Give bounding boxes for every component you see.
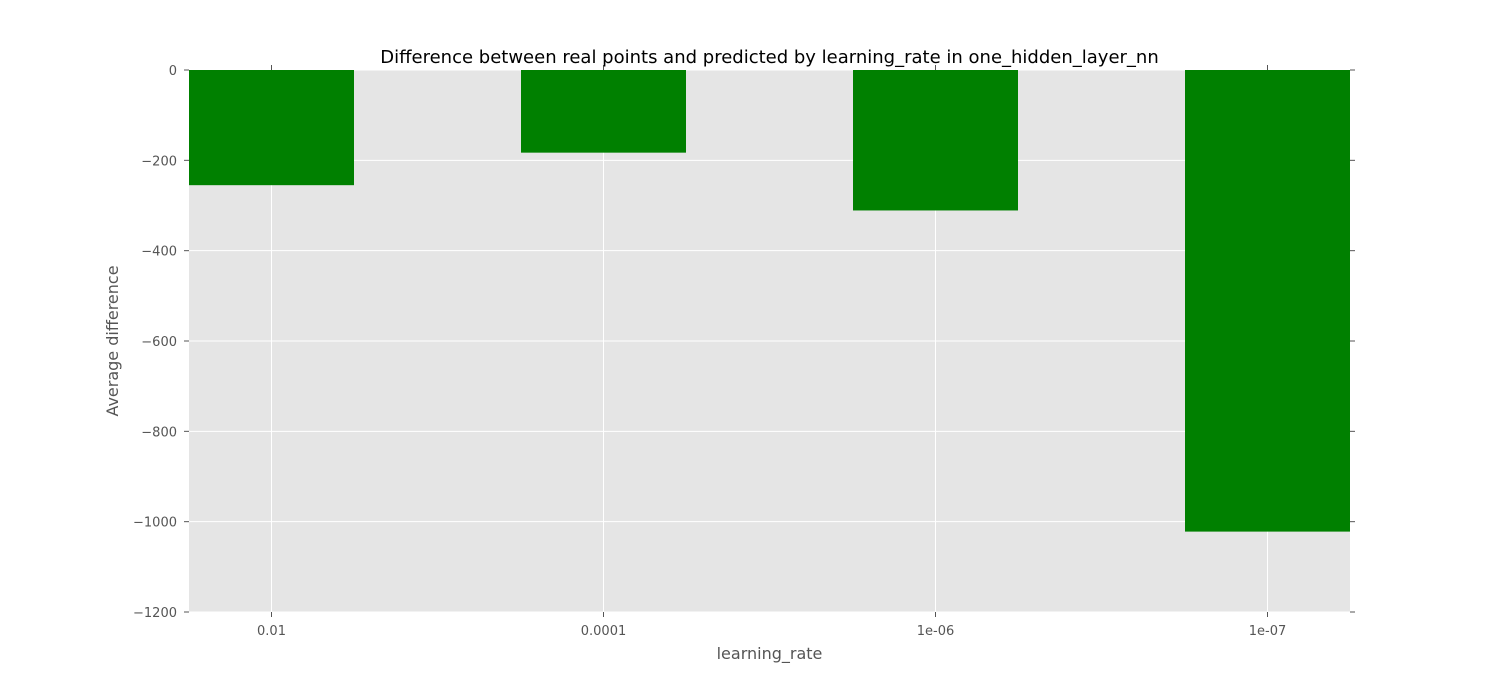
y-tick-label: −200 — [141, 154, 177, 169]
tick-marks — [184, 65, 1355, 617]
y-tick-label: −1000 — [133, 516, 177, 531]
x-tick-label: 1e-07 — [1249, 624, 1287, 639]
x-tick-label: 0.0001 — [581, 624, 627, 639]
y-tick-labels: 0 −200 −400 −600 −800 −1000 −1200 — [133, 64, 177, 621]
x-tick-labels: 0.01 0.0001 1e-06 1e-07 — [257, 624, 1286, 639]
bar — [853, 70, 1018, 211]
x-axis-label: learning_rate — [717, 644, 823, 664]
y-tick-label: −800 — [141, 425, 177, 440]
y-axis-label: Average difference — [103, 265, 122, 416]
y-tick-label: 0 — [169, 64, 177, 79]
chart-title: Difference between real points and predi… — [380, 47, 1158, 68]
y-tick-label: −400 — [141, 245, 177, 260]
bar — [189, 70, 354, 186]
bar — [1185, 70, 1350, 532]
x-tick-label: 1e-06 — [917, 624, 955, 639]
y-tick-label: −1200 — [133, 606, 177, 621]
y-tick-label: −600 — [141, 335, 177, 350]
bars — [189, 70, 1350, 532]
x-tick-label: 0.01 — [257, 624, 286, 639]
bar — [521, 70, 686, 153]
